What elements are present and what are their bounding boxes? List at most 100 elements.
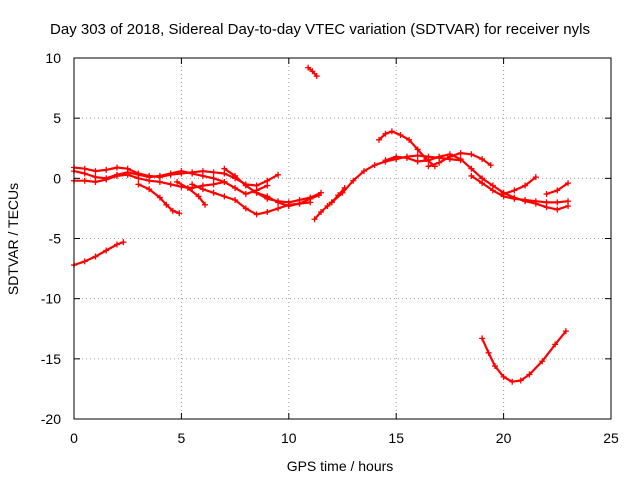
data-point	[468, 151, 475, 158]
data-point	[210, 189, 217, 196]
data-point	[184, 184, 191, 191]
y-tick-label: -20	[41, 411, 61, 427]
data-point	[485, 349, 492, 356]
y-tick-label: 5	[53, 110, 61, 126]
data-point	[156, 172, 163, 179]
data-point	[406, 136, 413, 143]
data-point	[324, 203, 331, 210]
x-tick-label: 0	[70, 430, 78, 446]
data-point	[425, 163, 432, 170]
data-point	[339, 189, 346, 196]
y-tick-label: -5	[49, 231, 62, 247]
data-point	[436, 153, 443, 160]
data-point	[253, 211, 260, 218]
data-point	[285, 203, 292, 210]
series-arc-1	[72, 241, 125, 267]
data-point	[522, 182, 529, 189]
data-point	[562, 328, 569, 335]
data-point	[522, 196, 529, 203]
axis-ticks	[73, 57, 612, 420]
data-point	[500, 373, 507, 380]
data-point	[532, 198, 539, 205]
data-point	[500, 190, 507, 197]
data-point	[169, 207, 176, 214]
y-tick-label: -15	[41, 351, 61, 367]
data-point	[517, 377, 524, 384]
data-point	[210, 169, 217, 176]
chart-title: Day 303 of 2018, Sidereal Day-to-day VTE…	[50, 21, 590, 38]
tick-labels: 0 5 10 15 20 25 -20 -15 -10 -5 0 5 10	[41, 50, 619, 446]
data-point	[305, 64, 312, 71]
data-point	[92, 253, 99, 260]
data-point	[113, 171, 120, 178]
data-point	[221, 178, 228, 185]
data-point	[376, 136, 383, 143]
data-point	[264, 193, 271, 200]
data-point	[309, 68, 316, 75]
data-point	[156, 194, 163, 201]
data-point	[509, 378, 516, 385]
data-point	[307, 195, 314, 202]
data-point	[479, 156, 486, 163]
data-point	[221, 165, 228, 172]
data-point	[189, 181, 196, 188]
data-point	[436, 159, 443, 166]
data-point	[156, 178, 163, 185]
data-point	[202, 201, 209, 208]
data-point	[511, 195, 518, 202]
data-point	[315, 192, 322, 199]
data-point	[176, 210, 183, 217]
data-point	[382, 130, 389, 137]
data-point	[120, 239, 127, 246]
data-point	[457, 150, 464, 157]
data-point	[296, 200, 303, 207]
series-arc-16	[470, 174, 570, 204]
data-point	[393, 153, 400, 160]
data-point	[511, 187, 518, 194]
data-point	[554, 206, 561, 213]
data-point	[146, 174, 153, 181]
data-point	[81, 170, 88, 177]
x-tick-label: 20	[496, 430, 512, 446]
data-point	[146, 186, 153, 193]
data-point	[311, 216, 318, 223]
data-point	[242, 182, 249, 189]
data-point	[565, 180, 572, 187]
data-point	[552, 341, 559, 348]
data-point	[543, 199, 550, 206]
data-point	[446, 153, 453, 160]
data-point	[360, 168, 367, 175]
x-tick-label: 15	[388, 430, 404, 446]
data-point	[81, 177, 88, 184]
data-point	[103, 175, 110, 182]
data-point	[92, 168, 99, 175]
data-point	[532, 174, 539, 181]
data-point	[382, 157, 389, 164]
series-arc-17	[502, 176, 537, 196]
data-point	[103, 166, 110, 173]
data-point	[189, 170, 196, 177]
data-point	[403, 154, 410, 161]
data-point	[489, 187, 496, 194]
series-arc-19	[481, 330, 568, 383]
data-point	[275, 171, 282, 178]
y-tick-label: 10	[45, 50, 61, 66]
data-point	[425, 157, 432, 164]
series-arc-11	[313, 186, 346, 221]
data-point	[135, 171, 142, 178]
series-arc-6	[176, 180, 207, 206]
data-point	[526, 371, 533, 378]
data-point	[313, 73, 320, 80]
grid	[74, 58, 611, 419]
y-tick-label: -10	[41, 291, 61, 307]
data-point	[92, 174, 99, 181]
data-point	[565, 198, 572, 205]
data-point	[414, 152, 421, 159]
data-point	[199, 172, 206, 179]
data-point	[457, 156, 464, 163]
data-point	[232, 196, 239, 203]
data-point	[350, 177, 357, 184]
data-point	[328, 199, 335, 206]
data-series	[71, 64, 572, 385]
